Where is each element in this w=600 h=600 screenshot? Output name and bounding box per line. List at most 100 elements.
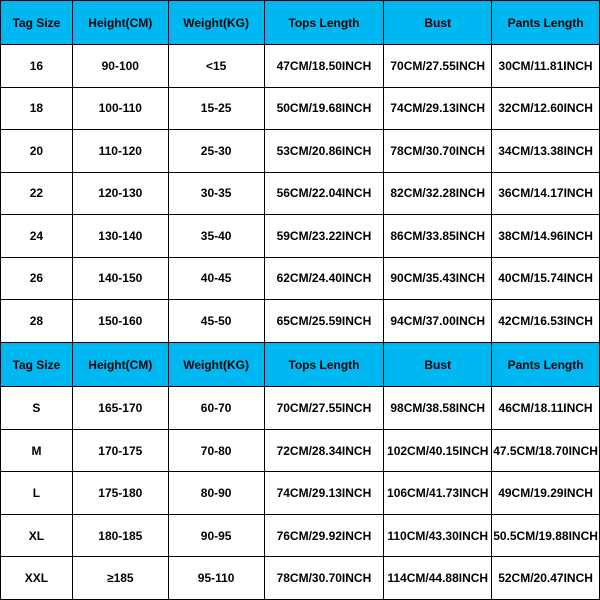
table-row: S 165-170 60-70 70CM/27.55INCH 98CM/38.5…	[1, 387, 600, 430]
cell-tops: 70CM/27.55INCH	[264, 387, 384, 430]
table-row: XL 180-185 90-95 76CM/29.92INCH 110CM/43…	[1, 514, 600, 557]
table-row: 28 150-160 45-50 65CM/25.59INCH 94CM/37.…	[1, 300, 600, 343]
col-header-pants: Pants Length	[492, 342, 600, 387]
cell-weight: 15-25	[168, 87, 264, 130]
col-header-tops: Tops Length	[264, 1, 384, 45]
cell-bust: 82CM/32.28INCH	[384, 172, 492, 215]
table-row: L 175-180 80-90 74CM/29.13INCH 106CM/41.…	[1, 472, 600, 515]
cell-weight: 45-50	[168, 300, 264, 343]
cell-tag: 18	[1, 87, 73, 130]
cell-tag: XXL	[1, 557, 73, 600]
cell-bust: 70CM/27.55INCH	[384, 45, 492, 88]
cell-bust: 106CM/41.73INCH	[384, 472, 492, 515]
cell-pants: 36CM/14.17INCH	[492, 172, 600, 215]
cell-tag: 16	[1, 45, 73, 88]
cell-tag: S	[1, 387, 73, 430]
cell-height: 175-180	[72, 472, 168, 515]
cell-tops: 74CM/29.13INCH	[264, 472, 384, 515]
cell-bust: 74CM/29.13INCH	[384, 87, 492, 130]
cell-tag: 28	[1, 300, 73, 343]
col-header-pants: Pants Length	[492, 1, 600, 45]
cell-height: 150-160	[72, 300, 168, 343]
col-header-tag: Tag Size	[1, 342, 73, 387]
cell-weight: 90-95	[168, 514, 264, 557]
cell-tops: 78CM/30.70INCH	[264, 557, 384, 600]
col-header-weight: Weight(KG)	[168, 342, 264, 387]
cell-pants: 30CM/11.81INCH	[492, 45, 600, 88]
cell-tag: 26	[1, 257, 73, 300]
cell-tag: 22	[1, 172, 73, 215]
cell-tops: 65CM/25.59INCH	[264, 300, 384, 343]
cell-height: 100-110	[72, 87, 168, 130]
cell-height: ≥185	[72, 557, 168, 600]
table-row: 20 110-120 25-30 53CM/20.86INCH 78CM/30.…	[1, 130, 600, 173]
cell-pants: 34CM/13.38INCH	[492, 130, 600, 173]
cell-pants: 49CM/19.29INCH	[492, 472, 600, 515]
cell-weight: 30-35	[168, 172, 264, 215]
table-row: 16 90-100 <15 47CM/18.50INCH 70CM/27.55I…	[1, 45, 600, 88]
table-body-kids: 16 90-100 <15 47CM/18.50INCH 70CM/27.55I…	[1, 45, 600, 343]
cell-tag: 24	[1, 215, 73, 258]
cell-bust: 78CM/30.70INCH	[384, 130, 492, 173]
cell-pants: 47.5CM/18.70INCH	[492, 429, 600, 472]
table-header-1: Tag Size Height(CM) Weight(KG) Tops Leng…	[1, 1, 600, 45]
col-header-tag: Tag Size	[1, 1, 73, 45]
table-body-adult: S 165-170 60-70 70CM/27.55INCH 98CM/38.5…	[1, 387, 600, 600]
cell-tag: XL	[1, 514, 73, 557]
cell-weight: <15	[168, 45, 264, 88]
table-row: XXL ≥185 95-110 78CM/30.70INCH 114CM/44.…	[1, 557, 600, 600]
col-header-bust: Bust	[384, 342, 492, 387]
cell-tops: 56CM/22.04INCH	[264, 172, 384, 215]
cell-pants: 50.5CM/19.88INCH	[492, 514, 600, 557]
cell-tag: M	[1, 429, 73, 472]
col-header-height: Height(CM)	[72, 342, 168, 387]
header-row: Tag Size Height(CM) Weight(KG) Tops Leng…	[1, 1, 600, 45]
cell-weight: 35-40	[168, 215, 264, 258]
cell-bust: 94CM/37.00INCH	[384, 300, 492, 343]
cell-height: 130-140	[72, 215, 168, 258]
cell-bust: 98CM/38.58INCH	[384, 387, 492, 430]
cell-tops: 72CM/28.34INCH	[264, 429, 384, 472]
cell-bust: 102CM/40.15INCH	[384, 429, 492, 472]
cell-weight: 95-110	[168, 557, 264, 600]
cell-weight: 80-90	[168, 472, 264, 515]
table-row: 26 140-150 40-45 62CM/24.40INCH 90CM/35.…	[1, 257, 600, 300]
cell-pants: 52CM/20.47INCH	[492, 557, 600, 600]
size-chart-table: Tag Size Height(CM) Weight(KG) Tops Leng…	[0, 0, 600, 600]
cell-height: 110-120	[72, 130, 168, 173]
cell-pants: 32CM/12.60INCH	[492, 87, 600, 130]
cell-height: 170-175	[72, 429, 168, 472]
table-row: 22 120-130 30-35 56CM/22.04INCH 82CM/32.…	[1, 172, 600, 215]
cell-pants: 38CM/14.96INCH	[492, 215, 600, 258]
cell-bust: 114CM/44.88INCH	[384, 557, 492, 600]
cell-tops: 76CM/29.92INCH	[264, 514, 384, 557]
table-row: 18 100-110 15-25 50CM/19.68INCH 74CM/29.…	[1, 87, 600, 130]
col-header-weight: Weight(KG)	[168, 1, 264, 45]
cell-height: 180-185	[72, 514, 168, 557]
cell-pants: 46CM/18.11INCH	[492, 387, 600, 430]
cell-tops: 47CM/18.50INCH	[264, 45, 384, 88]
cell-weight: 60-70	[168, 387, 264, 430]
cell-bust: 90CM/35.43INCH	[384, 257, 492, 300]
table-row: 24 130-140 35-40 59CM/23.22INCH 86CM/33.…	[1, 215, 600, 258]
cell-weight: 25-30	[168, 130, 264, 173]
cell-height: 90-100	[72, 45, 168, 88]
col-header-bust: Bust	[384, 1, 492, 45]
cell-height: 120-130	[72, 172, 168, 215]
cell-tag: L	[1, 472, 73, 515]
cell-pants: 42CM/16.53INCH	[492, 300, 600, 343]
cell-tops: 53CM/20.86INCH	[264, 130, 384, 173]
table-header-2: Tag Size Height(CM) Weight(KG) Tops Leng…	[1, 342, 600, 387]
cell-weight: 70-80	[168, 429, 264, 472]
header-row: Tag Size Height(CM) Weight(KG) Tops Leng…	[1, 342, 600, 387]
cell-pants: 40CM/15.74INCH	[492, 257, 600, 300]
col-header-height: Height(CM)	[72, 1, 168, 45]
cell-tops: 62CM/24.40INCH	[264, 257, 384, 300]
cell-bust: 110CM/43.30INCH	[384, 514, 492, 557]
cell-weight: 40-45	[168, 257, 264, 300]
cell-height: 140-150	[72, 257, 168, 300]
cell-tag: 20	[1, 130, 73, 173]
cell-bust: 86CM/33.85INCH	[384, 215, 492, 258]
cell-tops: 59CM/23.22INCH	[264, 215, 384, 258]
table-row: M 170-175 70-80 72CM/28.34INCH 102CM/40.…	[1, 429, 600, 472]
